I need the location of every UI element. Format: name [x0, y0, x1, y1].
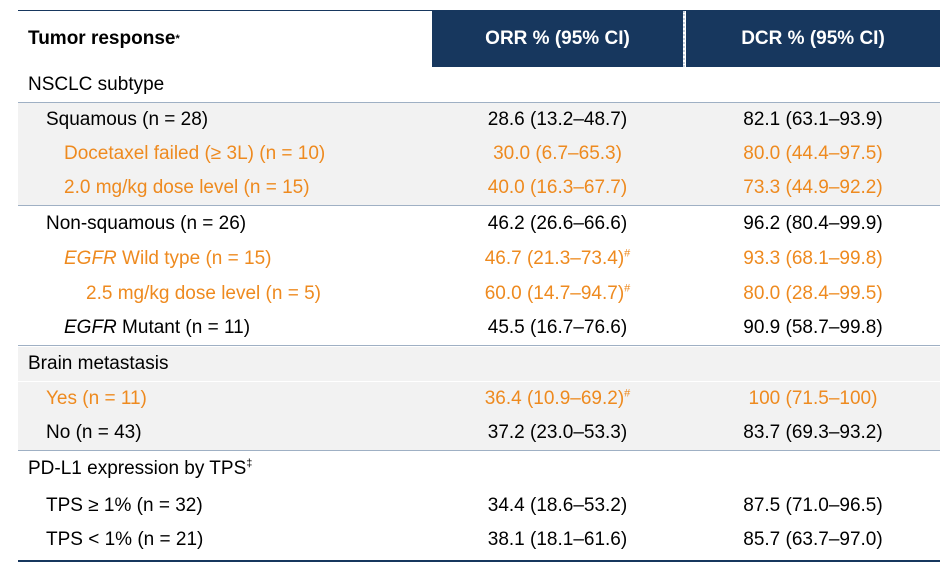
- orr-value: 36.4 (10.9–69.2)#: [432, 382, 683, 416]
- orr-value: 30.0 (6.7–65.3): [493, 143, 622, 164]
- table-row: EGFR Wild type (n = 15) 46.7 (21.3–73.4)…: [18, 242, 940, 276]
- table-row: TPS < 1% (n = 21) 38.1 (18.1–61.6) 85.7 …: [18, 523, 940, 557]
- dcr-value: 73.3 (44.9–92.2): [743, 177, 883, 198]
- top-rule: [18, 10, 940, 11]
- hash-mark: #: [624, 387, 631, 400]
- row-label: NSCLC subtype: [28, 74, 165, 95]
- table-row: TPS ≥ 1% (n = 32) 34.4 (18.6–53.2) 87.5 …: [18, 489, 940, 523]
- table-row: Yes (n = 11) 36.4 (10.9–69.2)# 100 (71.5…: [18, 382, 940, 416]
- orr-value: 60.0 (14.7–94.7)#: [432, 277, 683, 311]
- orr-value: 45.5 (16.7–76.6): [487, 317, 628, 338]
- row-label: EGFR Wild type (n = 15): [64, 242, 271, 276]
- table-row: Non-squamous (n = 26) 46.2 (26.6–66.6) 9…: [18, 207, 940, 241]
- table-row: Squamous (n = 28) 28.6 (13.2–48.7) 82.1 …: [18, 103, 940, 137]
- orr-value-text: 36.4 (10.9–69.2): [484, 388, 625, 409]
- dcr-value: 80.0 (44.4–97.5): [743, 143, 883, 164]
- table-row: Brain metastasis: [18, 347, 940, 381]
- row-label-rest: Wild type (n = 15): [116, 248, 272, 269]
- row-label-italic: EGFR: [64, 317, 117, 338]
- bottom-rule: [18, 560, 940, 562]
- dcr-value: 93.3 (68.1–99.8): [743, 248, 883, 269]
- dcr-value: 96.2 (80.4–99.9): [743, 213, 883, 234]
- row-label: Non-squamous (n = 26): [46, 213, 247, 234]
- hash-mark: #: [624, 247, 631, 260]
- table-row: 2.5 mg/kg dose level (n = 5) 60.0 (14.7–…: [18, 277, 940, 311]
- row-label: TPS ≥ 1% (n = 32): [46, 495, 203, 516]
- dcr-value: 80.0 (28.4–99.5): [743, 283, 883, 304]
- dcr-value: 82.1 (63.1–93.9): [743, 109, 883, 130]
- orr-value: 37.2 (23.0–53.3): [487, 422, 628, 443]
- header-orr: ORR % (95% CI): [432, 11, 683, 67]
- row-label: 2.0 mg/kg dose level (n = 15): [64, 177, 310, 198]
- orr-value: 46.7 (21.3–73.4)#: [432, 242, 683, 276]
- row-label: Brain metastasis: [28, 353, 169, 374]
- dcr-value: 83.7 (69.3–93.2): [743, 422, 883, 443]
- row-label: EGFR Mutant (n = 11): [64, 311, 250, 345]
- orr-value: 38.1 (18.1–61.6): [487, 529, 628, 550]
- row-label: No (n = 43): [46, 422, 142, 443]
- table-row: EGFR Mutant (n = 11) 45.5 (16.7–76.6) 90…: [18, 311, 940, 346]
- row-label: 2.5 mg/kg dose level (n = 5): [86, 283, 321, 304]
- table-row: NSCLC subtype: [18, 68, 940, 103]
- row-label-text: PD-L1 expression by TPS: [28, 458, 247, 479]
- table-row: No (n = 43) 37.2 (23.0–53.3) 83.7 (69.3–…: [18, 416, 940, 451]
- row-label: PD-L1 expression by TPS‡: [28, 452, 252, 486]
- table-row: 2.0 mg/kg dose level (n = 15) 40.0 (16.3…: [18, 171, 940, 206]
- header-divider: [683, 11, 685, 67]
- orr-value: 46.2 (26.6–66.6): [487, 213, 628, 234]
- header-tumor-response-label: Tumor response: [28, 28, 176, 49]
- header-dcr: DCR % (95% CI): [686, 11, 940, 67]
- dcr-value: 100 (71.5–100): [748, 388, 878, 409]
- dcr-value: 90.9 (58.7–99.8): [743, 317, 883, 338]
- orr-value: 28.6 (13.2–48.7): [487, 109, 628, 130]
- row-label: Docetaxel failed (≥ 3L) (n = 10): [64, 143, 326, 164]
- table-row: Docetaxel failed (≥ 3L) (n = 10) 30.0 (6…: [18, 137, 940, 171]
- row-label-rest: Mutant (n = 11): [116, 317, 251, 338]
- row-label: Squamous (n = 28): [46, 109, 209, 130]
- row-label-italic: EGFR: [64, 248, 117, 269]
- row-label: TPS < 1% (n = 21): [46, 529, 204, 550]
- orr-value: 34.4 (18.6–53.2): [487, 495, 628, 516]
- orr-value: 40.0 (16.3–67.7): [487, 177, 628, 198]
- row-label: Yes (n = 11): [46, 388, 147, 409]
- dcr-value: 87.5 (71.0–96.5): [743, 495, 883, 516]
- table-row: PD-L1 expression by TPS‡: [18, 452, 940, 486]
- hash-mark: #: [624, 282, 631, 295]
- header-tumor-response: Tumor response *: [28, 28, 180, 49]
- orr-value-text: 46.7 (21.3–73.4): [484, 248, 625, 269]
- double-dagger-mark: ‡: [246, 457, 253, 470]
- orr-value-text: 60.0 (14.7–94.7): [484, 283, 625, 304]
- dcr-value: 85.7 (63.7–97.0): [743, 529, 883, 550]
